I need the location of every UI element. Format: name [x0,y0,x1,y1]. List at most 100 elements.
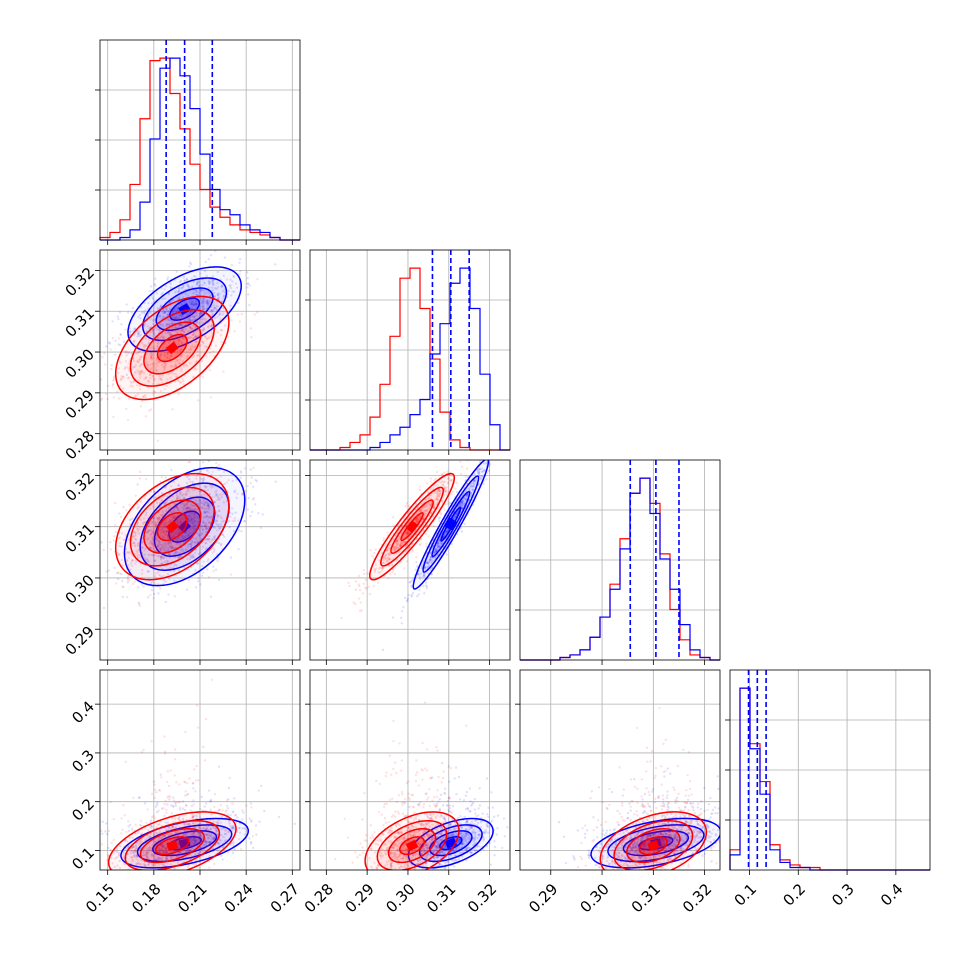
red-point [362,568,366,572]
blue-point [211,309,214,312]
red-point [143,549,146,552]
red-point [156,582,160,586]
red-point [144,415,148,418]
red-point [163,526,166,529]
red-point [189,531,192,534]
red-point [204,527,208,531]
red-point [161,544,164,547]
blue-point [161,311,165,314]
red-point [152,345,156,349]
red-point [100,398,103,402]
red-point [140,873,142,875]
blue-point [223,256,227,259]
red-point [166,522,170,525]
red-point [174,363,177,367]
red-point [197,354,200,357]
red-point [165,533,168,537]
blue-point [484,454,486,456]
blue-point [229,304,232,307]
blue-point [190,302,194,306]
blue-point [159,352,162,356]
red-point [148,373,152,376]
red-point [146,364,149,368]
blue-point [189,262,193,266]
red-point [156,306,159,310]
blue-point [205,300,209,303]
red-point [100,829,103,833]
red-point [185,502,189,506]
red-point [210,484,213,487]
red-point [207,471,210,474]
red-point [168,357,171,360]
red-point [96,872,98,874]
blue-point [219,328,223,332]
blue-point [422,584,425,588]
blue-point [274,263,277,266]
blue-point [485,478,488,481]
red-point [158,541,161,545]
red-point [165,356,169,360]
blue-point [190,319,193,323]
blue-point [165,323,168,326]
red-point [189,345,192,349]
red-point [113,535,116,538]
red-point [147,524,150,528]
red-point [132,380,135,383]
blue-point [403,596,407,600]
red-point [57,388,59,390]
red-point [186,354,189,358]
red-point [150,352,154,355]
red-point [250,806,253,809]
blue-point [156,328,159,331]
blue-point [195,290,198,294]
red-point [190,302,193,306]
red-point [362,582,366,586]
red-point [191,333,194,337]
red-point [148,373,152,376]
blue-point [167,293,171,296]
blue-point [138,365,142,368]
red-point [185,503,189,507]
red-point [172,372,175,376]
blue-point [176,307,180,310]
blue-point [237,529,241,532]
red-point [164,521,167,524]
blue-point [206,302,210,306]
red-point [354,588,358,591]
blue-point [187,285,191,289]
red-point [166,351,170,354]
blue-point [190,298,193,302]
red-point [165,780,169,784]
red-point [127,556,130,560]
red-point [440,473,444,476]
blue-point [257,512,260,515]
blue-point [198,285,201,288]
blue-point [174,317,178,320]
red-point [161,336,165,340]
blue-point [177,287,181,290]
red-point [252,466,255,470]
red-point [372,584,375,588]
red-point [191,508,195,512]
blue-point [189,311,192,314]
red-point [100,397,104,400]
blue-point [169,286,172,289]
red-point [212,485,215,489]
blue-point [195,282,199,285]
blue-point [191,345,194,349]
red-point [152,489,156,492]
red-point [179,518,182,521]
red-point [189,336,193,339]
red-point [186,557,189,560]
red-point [126,418,130,422]
red-point [450,492,454,496]
red-point [109,879,111,881]
red-point [93,866,95,868]
blue-point [171,311,174,314]
blue-point [202,317,205,320]
red-point [148,353,152,356]
blue-point [152,329,155,332]
panel-background [310,460,510,660]
blue-point [163,311,166,315]
blue-point [202,305,205,308]
